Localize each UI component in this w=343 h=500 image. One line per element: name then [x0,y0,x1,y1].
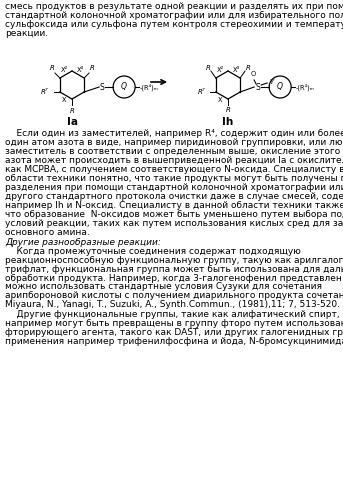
Text: S: S [256,82,260,92]
Text: применения например трифенилфосфина и йода, N-бромсукцинимида или N-: применения например трифенилфосфина и йо… [5,338,343,346]
Text: один атом азота в виде, например пиридиновой группировки, или любой другой: один атом азота в виде, например пиридин… [5,138,343,147]
Text: стандартной колоночной хроматографии или для избирательного получения: стандартной колоночной хроматографии или… [5,11,343,20]
Text: разделения при помощи стандартной колоночной хроматографии или любого: разделения при помощи стандартной колоно… [5,183,343,192]
Text: -(R⁴)ₘ: -(R⁴)ₘ [140,83,159,91]
Text: можно использовать стандартные условия Сузуки для сочетания: можно использовать стандартные условия С… [5,282,322,292]
Text: R⁷: R⁷ [198,89,206,95]
Text: R: R [226,107,230,113]
Text: например Ih и N-оксид. Специалисту в данной области техники также понятно,: например Ih и N-оксид. Специалисту в дан… [5,201,343,210]
Text: X³: X³ [76,68,84,73]
Text: Y: Y [269,79,273,85]
Text: X: X [62,96,66,102]
Text: Другие разнообразные реакции:: Другие разнообразные реакции: [5,238,161,246]
Text: фторирующего агента, такого как DAST, или других галогенидных групп путем: фторирующего агента, такого как DAST, ил… [5,328,343,338]
Text: например могут быть превращены в группу фторо путем использования: например могут быть превращены в группу … [5,320,343,328]
Text: Если один из заместителей, например R⁴, содержит один или более чем: Если один из заместителей, например R⁴, … [5,129,343,138]
Text: другого стандартного протокола очистки даже в случае смесей, содержащих,: другого стандартного протокола очистки д… [5,192,343,201]
Text: R: R [246,65,251,71]
Text: сульфоксида или сульфона путем контроля стереохимии и температуры: сульфоксида или сульфона путем контроля … [5,20,343,29]
Text: Q: Q [121,82,127,92]
Text: S: S [100,82,105,92]
Text: арипбороновой кислоты с получением диарильного продукта сочетания.: арипбороновой кислоты с получением диари… [5,292,343,300]
Text: трифлат, функциональная группа может быть использована для дальнейшей: трифлат, функциональная группа может быт… [5,264,343,274]
Text: реакционноспособную функциональную группу, такую как арилгалогенид или: реакционноспособную функциональную групп… [5,256,343,264]
Text: O: O [250,71,256,77]
Text: R: R [205,65,210,71]
Text: основного амина.: основного амина. [5,228,90,236]
Text: R⁷: R⁷ [41,89,49,95]
Text: R: R [70,108,74,114]
Text: -(R⁴)ₘ: -(R⁴)ₘ [296,83,315,91]
Text: азота может происходить в вышеприведенной реакции Ia с окислителем, таким: азота может происходить в вышеприведенно… [5,156,343,165]
Text: как MCPBA, с получением соответствующего N-оксида. Специалисту в данной: как MCPBA, с получением соответствующего… [5,165,343,174]
Text: Miyaura, N., Yanagi, T., Suzuki, A., Synth.Commun., (1981),11; 7, 513-520.: Miyaura, N., Yanagi, T., Suzuki, A., Syn… [5,300,340,310]
Text: X³: X³ [233,68,240,73]
Text: Ia: Ia [67,117,78,127]
Text: смесь продуктов в результате одной реакции и разделять их при помощи: смесь продуктов в результате одной реакц… [5,2,343,11]
Text: заместитель в соответствии с определенным выше, окисление этого атома: заместитель в соответствии с определенны… [5,147,343,156]
Text: X²: X² [60,68,68,73]
Text: Другие функциональные группы, такие как алифатический спирт,: Другие функциональные группы, такие как … [5,310,340,320]
Text: что образование  N-оксидов может быть уменьшено путем выбора подходящих: что образование N-оксидов может быть уме… [5,210,343,218]
Text: реакции.: реакции. [5,29,48,38]
Text: Q: Q [277,82,283,92]
Text: X²: X² [216,68,224,73]
Text: обработки продукта. Например, когда 3-галогенофенил представлен в P-(R¹)ₘ,: обработки продукта. Например, когда 3-га… [5,274,343,282]
Text: Ih: Ih [222,117,234,127]
Text: Когда промежуточные соединения содержат подходящую: Когда промежуточные соединения содержат … [5,246,301,256]
Text: области техники понятно, что такие продукты могут быть получены путем: области техники понятно, что такие проду… [5,174,343,183]
Text: R: R [90,65,95,71]
Text: X: X [218,96,222,102]
Text: условий реакции, таких как путем использования кислых сред для защиты: условий реакции, таких как путем использ… [5,218,343,228]
Text: R: R [49,65,54,71]
